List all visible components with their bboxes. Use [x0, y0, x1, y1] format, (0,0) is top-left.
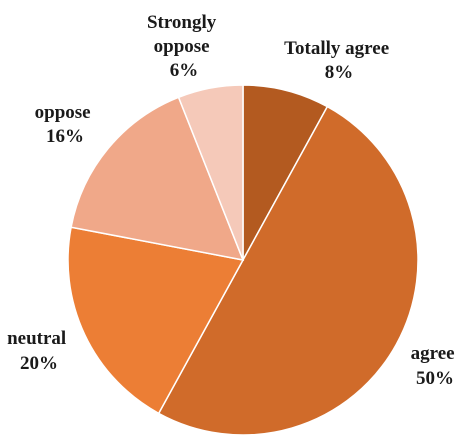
label-strongly-oppose: Strongly oppose 6%	[147, 12, 221, 81]
label-agree-name: agree	[411, 343, 455, 364]
label-oppose-value: 16%	[46, 126, 84, 147]
label-agree: agree 50%	[411, 343, 460, 389]
label-oppose-name: oppose	[35, 102, 91, 123]
label-neutral-value: 20%	[20, 353, 58, 374]
label-agree-value: 50%	[416, 368, 454, 389]
pie-slice-agree	[157, 105, 419, 436]
pie-slice-strongly-oppose	[177, 84, 244, 261]
label-totally-agree-value: 8%	[325, 62, 354, 83]
label-totally-agree-name: Totally agree	[284, 38, 389, 59]
label-neutral: neutral 20%	[7, 328, 71, 374]
pie-slice-oppose	[70, 96, 245, 261]
label-strongly-oppose-value: 6%	[170, 60, 199, 81]
label-strongly-oppose-line2: oppose	[154, 36, 210, 57]
label-strongly-oppose-line1: Strongly	[147, 12, 217, 33]
pie-slices	[67, 84, 419, 436]
pie-slice-neutral	[67, 226, 245, 415]
label-neutral-name: neutral	[7, 328, 66, 349]
label-totally-agree: Totally agree 8%	[284, 38, 394, 83]
label-oppose: oppose 16%	[35, 102, 96, 147]
